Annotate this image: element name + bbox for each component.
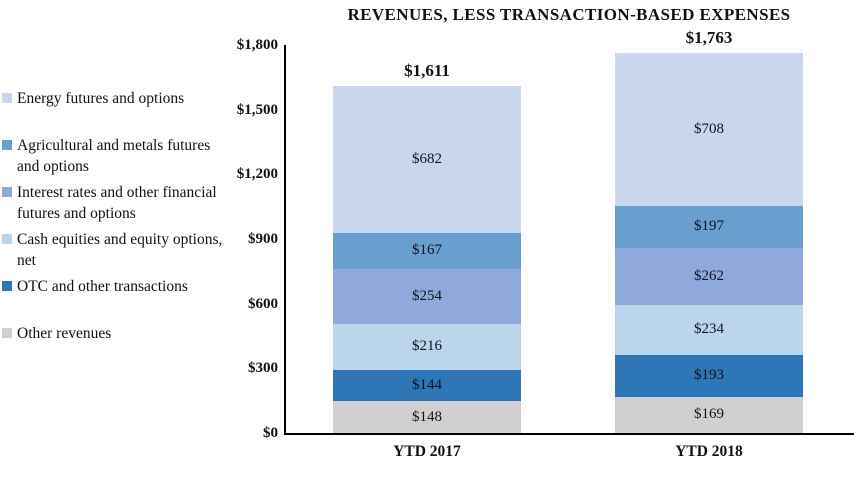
- legend-label: Other revenues: [17, 325, 112, 342]
- segment-value-label: $167: [412, 242, 442, 259]
- x-axis-label-ytd-2018: YTD 2018: [675, 443, 743, 460]
- y-tick-label: $600: [248, 295, 278, 312]
- segment-agricultural-and-metals-futu-ytd-2018: $197: [615, 205, 803, 249]
- y-tick-label: $300: [248, 360, 278, 377]
- segment-value-label: $148: [412, 408, 442, 425]
- segment-otc-and-other-transactions-ytd-2017: $144: [333, 370, 521, 402]
- segment-value-label: $193: [694, 367, 724, 384]
- legend-label: Agricultural and metals futures and opti…: [17, 137, 211, 175]
- y-tick-label: $1,800: [236, 37, 278, 53]
- segment-other-revenues-ytd-2017: $148: [333, 401, 521, 433]
- legend-item-energy-futures-and-options: Energy futures and options: [2, 88, 234, 109]
- bar-total-label-ytd-2017: $1,611: [404, 60, 450, 80]
- x-axis-label-ytd-2017: YTD 2017: [393, 443, 461, 460]
- segment-interest-rates-and-other-fin-ytd-2018: $262: [615, 248, 803, 305]
- legend-label: Interest rates and other financial futur…: [17, 184, 217, 222]
- segment-value-label: $197: [694, 218, 724, 235]
- legend-label: Cash equities and equity options, net: [17, 231, 223, 269]
- bar-ytd-2018: $169 $193 $234 $262 $197 $708: [615, 53, 803, 433]
- segment-energy-futures-and-options-ytd-2017: $682: [333, 86, 521, 233]
- segment-cash-equities-and-equity-opt-ytd-2017: $216: [333, 323, 521, 371]
- legend-swatch-icon: [2, 140, 12, 150]
- segment-value-label: $254: [412, 287, 442, 304]
- legend-swatch-icon: [2, 328, 12, 338]
- y-tick-label: $900: [248, 231, 278, 247]
- y-tick-label: $0: [263, 425, 278, 441]
- legend-item-cash-equities-and-equity-optio: Cash equities and equity options, net: [2, 229, 234, 271]
- segment-value-label: $234: [694, 321, 724, 338]
- segment-value-label: $169: [694, 406, 724, 423]
- segment-agricultural-and-metals-futu-ytd-2017: $167: [333, 232, 521, 269]
- segment-other-revenues-ytd-2018: $169: [615, 396, 803, 433]
- legend-item-interest-rates-and-other-finan: Interest rates and other financial futur…: [2, 182, 234, 224]
- segment-otc-and-other-transactions-ytd-2018: $193: [615, 355, 803, 397]
- legend-swatch-icon: [2, 281, 12, 291]
- y-tick-label: $1,200: [236, 166, 278, 183]
- bar-total-label-ytd-2018: $1,763: [685, 27, 733, 47]
- bar-ytd-2017: $148 $144 $216 $254 $167 $682: [333, 86, 521, 433]
- segment-energy-futures-and-options-ytd-2018: $708: [615, 53, 803, 206]
- segment-value-label: $708: [694, 120, 724, 137]
- plot-area: $148 $144 $216 $254 $167 $682 $1,611 YTD 2017 $1…: [284, 28, 854, 460]
- legend-swatch-icon: [2, 234, 12, 244]
- legend-label: Energy futures and options: [17, 90, 185, 107]
- legend-item-agricultural-and-metals-future: Agricultural and metals futures and opti…: [2, 135, 234, 177]
- chart-title: REVENUES, LESS TRANSACTION-BASED EXPENSE…: [347, 5, 791, 24]
- segment-interest-rates-and-other-fin-ytd-2017: $254: [333, 268, 521, 324]
- segment-value-label: $262: [694, 267, 724, 284]
- legend-item-otc-and-other-transactions: OTC and other transactions: [2, 276, 234, 297]
- segment-value-label: $144: [412, 377, 442, 394]
- segment-value-label: $216: [412, 338, 442, 355]
- legend-label: OTC and other transactions: [17, 278, 188, 295]
- legend-item-other-revenues: Other revenues: [2, 323, 234, 344]
- y-tick-label: $1,500: [236, 101, 278, 118]
- segment-cash-equities-and-equity-opt-ytd-2018: $234: [615, 304, 803, 356]
- legend-swatch-icon: [2, 187, 12, 197]
- legend-swatch-icon: [2, 93, 12, 103]
- segment-value-label: $682: [412, 150, 442, 167]
